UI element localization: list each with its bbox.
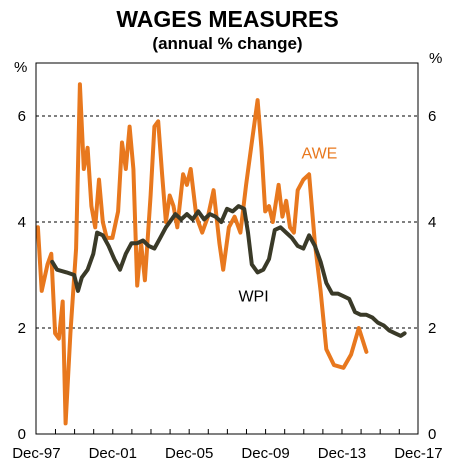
x-tick-label: Dec-13 [318, 445, 366, 462]
x-tick-label: Dec-17 [394, 445, 442, 462]
y-tick-label-right: 4 [428, 214, 436, 231]
series-layer: AWE WPI [35, 82, 407, 426]
x-tick-label: Dec-97 [12, 445, 60, 462]
grid-lines [36, 115, 418, 329]
axis-labels: 0 0 2 2 4 4 6 6 Dec-97 Dec-01 Dec-05 Dec-09 Dec-13 De… [12, 108, 442, 462]
y-tick-label-left: 4 [18, 214, 26, 231]
series-label-wpi: WPI [238, 289, 268, 306]
tick-marks [54, 429, 400, 434]
y-tick-label-right: 0 [428, 426, 436, 443]
x-tick-label: Dec-05 [165, 445, 213, 462]
y-tick-label-left: 2 [18, 320, 26, 337]
x-tick-label: Dec-01 [89, 445, 137, 462]
x-tick-label: Dec-09 [241, 445, 289, 462]
series-line-awe [35, 82, 369, 426]
chart-subtitle: (annual % change) [152, 34, 303, 53]
series-line-wpi [50, 204, 407, 338]
y-tick-label-left: 0 [18, 426, 26, 443]
y-tick-label-right: 6 [428, 108, 436, 125]
left-unit-label: % [14, 59, 27, 76]
y-tick-label-left: 6 [18, 108, 26, 125]
y-tick-label-right: 2 [428, 320, 436, 337]
chart-title: WAGES MEASURES [116, 6, 339, 32]
series-label-awe: AWE [301, 145, 337, 162]
right-unit-label: % [429, 50, 442, 67]
